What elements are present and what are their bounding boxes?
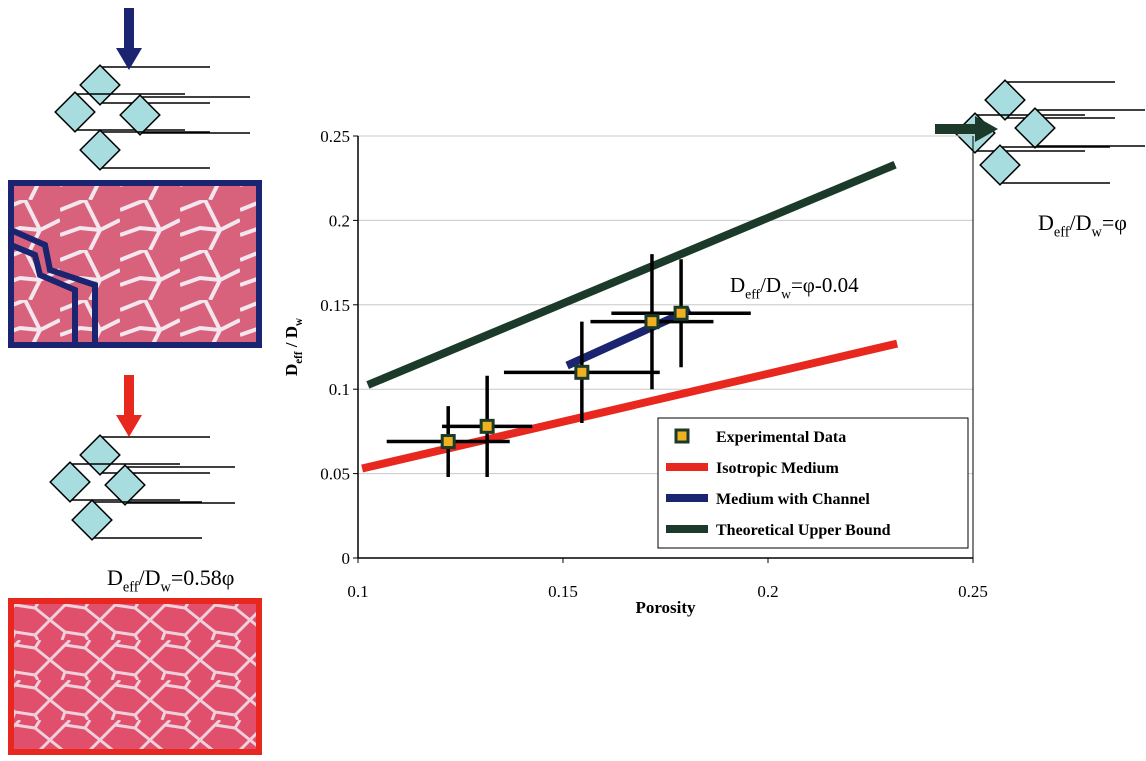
legend-marker [674,428,690,444]
text-part: /D [139,565,161,590]
text-part: D [282,364,301,376]
cell-diamond [1014,107,1056,149]
data-point [673,305,689,321]
cell-diamond [119,94,161,136]
tissue-image-isotropic [8,598,262,755]
annotation: Deff/Dw=0.58φ [107,565,234,596]
annotation: Deff/Dw=φ [1038,210,1127,241]
annotation: Deff/Dw=φ-0.04 [730,273,859,301]
channel-outline [9,227,98,345]
data-point [440,434,456,450]
x-tick-label: 0.2 [757,582,778,601]
data-point [574,364,590,380]
text-part: /D [760,273,781,297]
y-tick-label: 0.05 [320,465,350,484]
subscript: eff [293,351,305,364]
y-tick-label: 0.1 [329,380,350,399]
arrow [116,375,142,437]
text-part: D [1038,210,1054,235]
text-part: =φ [1102,210,1127,235]
text-part: D [730,273,745,297]
cell-diamond [79,434,121,476]
cell-diamond [79,129,121,171]
cell-diamond [979,144,1021,186]
subscript: w [161,580,172,596]
cell-diamond [49,461,91,503]
cell-diamond [54,91,96,133]
arrow [116,8,142,70]
cell-diamond [71,499,113,541]
subscript: eff [123,580,139,596]
y-tick-label: 0.25 [320,127,350,146]
series-line [565,306,692,370]
legend-label: Isotropic Medium [716,460,839,477]
data-point [479,418,495,434]
cell-diamond [104,464,146,506]
legend-label: Medium with Channel [716,491,870,508]
text-part: / D [282,326,301,352]
subscript: w [781,286,791,301]
subscript: eff [1054,225,1070,241]
series-line [366,161,897,389]
legend-label: Experimental Data [716,429,846,446]
text-part: D [107,565,123,590]
arrow [935,116,998,142]
legend-box [657,417,969,549]
x-tick-label: 0.1 [347,582,368,601]
text-part: /D [1070,210,1092,235]
y-tick-label: 0.15 [320,296,350,315]
y-tick-label: 0.2 [329,211,350,230]
text-part: =0.58φ [171,565,235,590]
y-tick-label: 0 [342,549,351,568]
data-point [644,314,660,330]
tissue-image-channel [8,180,262,348]
subscript: eff [745,286,760,301]
x-tick-label: 0.25 [958,582,988,601]
text-part: =φ-0.04 [791,273,859,297]
cell-diamond [984,79,1026,121]
legend-label: Theoretical Upper Bound [716,522,891,539]
subscript: w [293,318,305,326]
x-axis-label: Porosity [635,598,696,617]
cell-diamond [79,64,121,106]
diagrams [49,8,1145,541]
y-axis-label: Deff / Dw [282,318,305,376]
x-tick-label: 0.15 [548,582,578,601]
subscript: w [1092,225,1103,241]
